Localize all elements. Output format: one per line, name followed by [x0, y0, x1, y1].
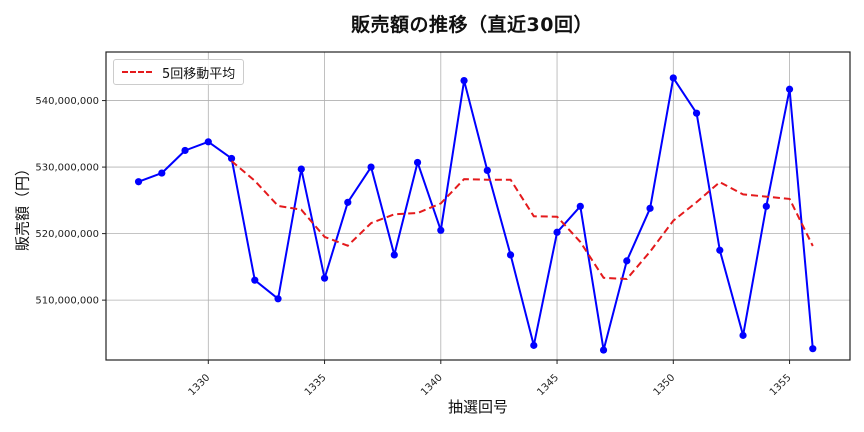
data-point-marker	[530, 341, 538, 349]
data-point-marker	[692, 109, 701, 117]
data-point-marker	[623, 257, 631, 265]
data-point-marker	[367, 163, 375, 171]
data-point-marker	[483, 166, 491, 175]
data-point-marker	[134, 178, 143, 186]
series-layer	[134, 74, 817, 354]
data-point-marker	[599, 346, 608, 354]
sales-line	[138, 76, 814, 351]
x-tick-label: 1345	[535, 372, 561, 398]
data-point-marker	[506, 251, 515, 259]
data-point-marker	[390, 251, 398, 259]
data-point-marker	[413, 158, 422, 167]
y-tick-label: 520,000,000	[35, 229, 99, 240]
x-tick-label: 1335	[303, 372, 329, 398]
axis-ticks: 1330 1335 1340 1345 1350 1355 510,000,000 520,0…	[35, 96, 793, 398]
data-point-marker	[227, 154, 236, 163]
data-point-marker	[344, 198, 352, 206]
chart-title: 販売額の推移（直近30回）	[351, 14, 593, 36]
dashed-line-swatch-icon	[122, 71, 152, 73]
data-point-marker	[204, 138, 212, 146]
y-tick-label: 510,000,000	[35, 296, 99, 307]
data-point-marker	[320, 274, 329, 282]
plot-frame	[105, 51, 851, 361]
data-point-marker	[297, 165, 305, 173]
data-point-marker	[739, 331, 747, 339]
y-tick-label: 540,000,000	[35, 96, 99, 107]
x-tick-label: 1330	[187, 372, 213, 398]
data-point-marker	[809, 345, 817, 353]
legend-label-moving-average: 5回移動平均	[162, 66, 236, 82]
x-tick-label: 1340	[419, 372, 445, 398]
y-axis-label: 販売額（円）	[13, 160, 32, 252]
data-point-marker	[553, 228, 561, 236]
data-point-marker	[274, 295, 282, 303]
moving-average-line	[230, 160, 814, 281]
x-axis-label: 抽選回号	[447, 398, 508, 416]
y-tick-label: 530,000,000	[35, 163, 99, 174]
data-point-marker	[460, 77, 468, 85]
data-point-marker	[785, 85, 794, 93]
data-point-marker	[669, 74, 677, 82]
data-point-marker	[158, 169, 166, 177]
legend: 5回移動平均	[113, 59, 245, 85]
x-tick-label: 1355	[768, 372, 794, 398]
data-point-marker	[646, 204, 654, 212]
gridlines	[106, 52, 850, 360]
data-point-marker	[251, 276, 259, 284]
data-point-marker	[576, 202, 584, 210]
data-point-marker	[716, 246, 724, 254]
data-point-marker	[762, 202, 770, 210]
data-point-marker	[437, 226, 445, 234]
x-tick-label: 1350	[652, 372, 678, 398]
data-point-marker	[181, 146, 189, 155]
